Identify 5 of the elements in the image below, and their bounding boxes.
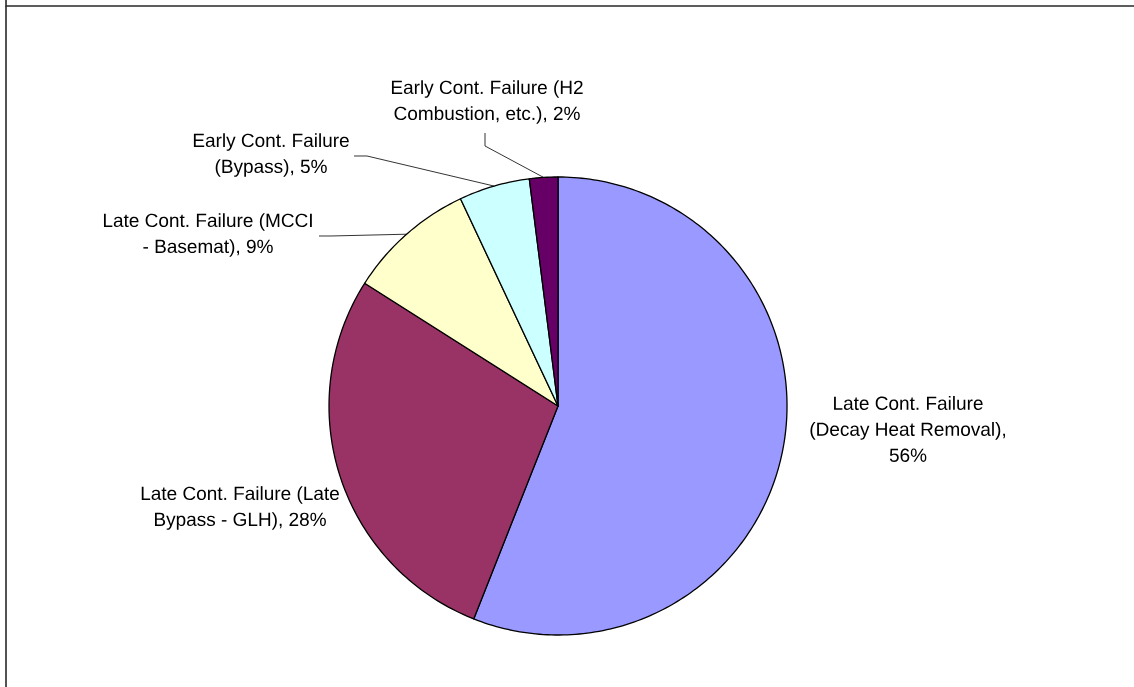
slice-label: Early Cont. Failure (H2 Combustion, etc.), 2% [391,80,583,124]
slice-label: Late Cont. Failure (MCCI - Basemat), 9% [103,213,312,257]
slice-label: Late Cont. Failure (Decay Heat Removal), 56% [810,396,1005,462]
slice-label: Early Cont. Failure (Bypass), 5% [193,133,349,177]
slice-label: Late Cont. Failure (Late Bypass - GLH), 28% [141,486,339,530]
